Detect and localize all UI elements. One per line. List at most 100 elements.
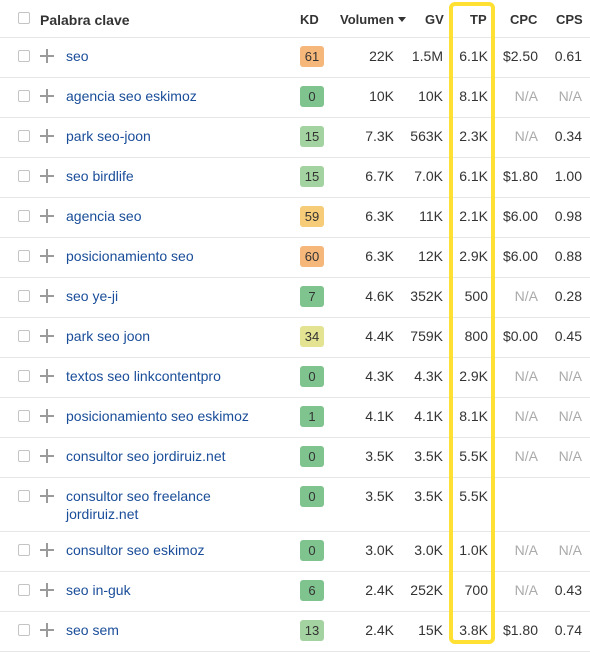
gv-value: 759K [410,328,443,344]
table-row: agencia seo eskimoz 0 10K 10K 8.1K N/A N/A [0,78,590,118]
header-gv[interactable]: GV [425,12,444,27]
volume-value: 4.4K [365,328,394,344]
row-checkbox[interactable] [18,410,30,422]
header-volume[interactable]: Volumen [340,12,406,27]
add-keyword-icon[interactable] [40,169,54,183]
row-checkbox[interactable] [18,490,30,502]
cps-value: N/A [558,368,582,384]
kd-badge: 0 [300,540,324,561]
row-checkbox[interactable] [18,210,30,222]
add-keyword-icon[interactable] [40,249,54,263]
cps-value: 0.45 [554,328,582,344]
add-keyword-icon[interactable] [40,409,54,423]
row-checkbox[interactable] [18,330,30,342]
table-row: seo sem 13 2.4K 15K 3.8K $1.80 0.74 [0,612,590,652]
table-row: park seo joon 34 4.4K 759K 800 $0.00 0.45 [0,318,590,358]
row-checkbox[interactable] [18,130,30,142]
row-checkbox[interactable] [18,90,30,102]
keyword-link[interactable]: seo birdlife [66,168,134,184]
add-keyword-icon[interactable] [40,49,54,63]
keyword-link[interactable]: park seo joon [66,328,151,344]
cpc-value: N/A [514,448,538,464]
row-checkbox[interactable] [18,50,30,62]
add-keyword-icon[interactable] [40,489,54,503]
add-keyword-icon[interactable] [40,543,54,557]
volume-value: 3.5K [365,488,394,504]
cpc-value: $1.80 [502,168,538,184]
table-row: seo 61 22K 1.5M 6.1K $2.50 0.61 [0,38,590,78]
add-keyword-icon[interactable] [40,289,54,303]
gv-value: 4.1K [414,408,443,424]
tp-value: 8.1K [459,408,488,424]
gv-value: 252K [410,582,443,598]
add-keyword-icon[interactable] [40,449,54,463]
keyword-link[interactable]: textos seo linkcontentpro [66,368,221,384]
volume-value: 2.4K [365,582,394,598]
keyword-link[interactable]: agencia seo [66,208,142,224]
tp-value: 2.1K [459,208,488,224]
add-keyword-icon[interactable] [40,129,54,143]
keyword-link[interactable]: park seo-joon [66,128,151,144]
cps-value: N/A [558,408,582,424]
gv-value: 3.5K [414,488,443,504]
header-tp[interactable]: TP [470,12,487,27]
header-keyword[interactable]: Palabra clave [40,12,130,28]
kd-badge: 15 [300,166,324,187]
header-kd[interactable]: KD [300,12,319,27]
kd-badge: 1 [300,406,324,427]
keyword-link[interactable]: seo sem [66,622,119,638]
row-checkbox[interactable] [18,370,30,382]
keyword-link[interactable]: consultor seo eskimoz [66,542,205,558]
gv-value: 15K [418,622,443,638]
kd-badge: 0 [300,486,324,507]
keyword-link[interactable]: seo [66,48,89,64]
volume-value: 2.4K [365,622,394,638]
sort-desc-icon [397,17,406,22]
row-checkbox[interactable] [18,170,30,182]
gv-value: 7.0K [414,168,443,184]
gv-value: 3.0K [414,542,443,558]
volume-value: 22K [369,48,394,64]
row-checkbox[interactable] [18,584,30,596]
keyword-link[interactable]: seo in-guk [66,582,131,598]
keyword-link[interactable]: consultor seo freelance jordiruiz.net [66,488,211,522]
cpc-value: $1.80 [502,622,538,638]
volume-value: 10K [369,88,394,104]
cps-value: 0.98 [554,208,582,224]
gv-value: 12K [418,248,443,264]
gv-value: 1.5M [411,48,443,64]
tp-value: 2.3K [459,128,488,144]
keyword-link[interactable]: posicionamiento seo eskimoz [66,408,249,424]
add-keyword-icon[interactable] [40,329,54,343]
tp-value: 800 [464,328,488,344]
volume-value: 6.3K [365,248,394,264]
add-keyword-icon[interactable] [40,583,54,597]
table-row: consultor seo freelance jordiruiz.net 0 3.… [0,478,590,532]
add-keyword-icon[interactable] [40,209,54,223]
cpc-value: N/A [514,582,538,598]
cpc-value: N/A [514,408,538,424]
volume-value: 6.7K [365,168,394,184]
gv-value: 10K [418,88,443,104]
header-cps[interactable]: CPS [556,12,583,27]
row-checkbox[interactable] [18,250,30,262]
add-keyword-icon[interactable] [40,623,54,637]
keyword-link[interactable]: seo ye-ji [66,288,119,304]
kd-badge: 7 [300,286,324,307]
gv-value: 11K [419,208,443,224]
add-keyword-icon[interactable] [40,369,54,383]
keyword-link[interactable]: posicionamiento seo [66,248,194,264]
row-checkbox[interactable] [18,450,30,462]
keyword-link[interactable]: agencia seo eskimoz [66,88,197,104]
row-checkbox[interactable] [18,624,30,636]
add-keyword-icon[interactable] [40,89,54,103]
select-all-checkbox[interactable] [18,12,30,24]
row-checkbox[interactable] [18,544,30,556]
cpc-value: $0.00 [502,328,538,344]
header-cpc[interactable]: CPC [510,12,538,27]
cpc-value: N/A [514,88,538,104]
row-checkbox[interactable] [18,290,30,302]
table-row: posicionamiento seo eskimoz 1 4.1K 4.1K 8.1K… [0,398,590,438]
tp-value: 700 [464,582,488,598]
keyword-link[interactable]: consultor seo jordiruiz.net [66,448,226,464]
